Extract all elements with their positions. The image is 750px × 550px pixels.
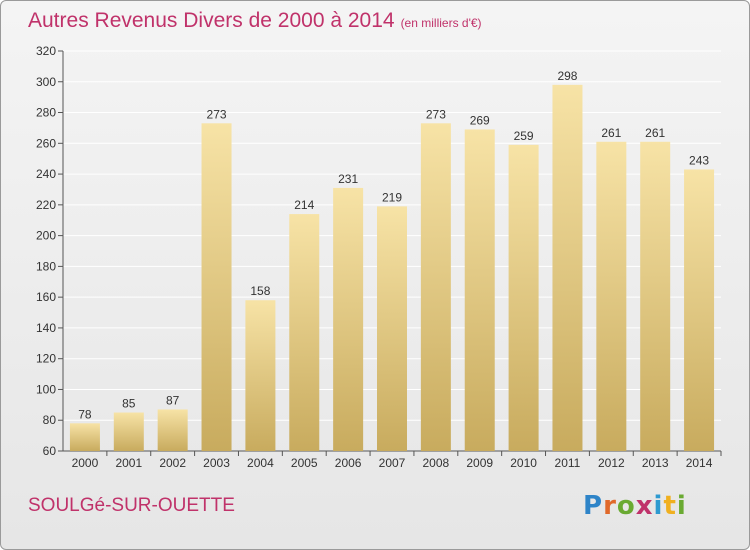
data-label: 273 [426, 107, 446, 121]
x-tick-label: 2009 [466, 456, 493, 470]
y-tick-label: 240 [36, 167, 56, 181]
data-label: 273 [207, 107, 227, 121]
commune-name: SOULGé-SUR-OUETTE [28, 495, 235, 516]
logo-letter-r: r [603, 491, 617, 521]
x-tick-label: 2000 [72, 456, 99, 470]
y-tick-label: 260 [36, 136, 56, 150]
logo-letter-i: i [653, 491, 664, 521]
y-tick-label: 100 [36, 382, 56, 396]
data-label: 219 [382, 190, 402, 204]
bar [640, 141, 671, 451]
bar [596, 141, 627, 451]
bar [464, 129, 495, 451]
y-tick-label: 140 [36, 321, 56, 335]
data-label: 78 [78, 407, 92, 421]
logo-letter-t: t [663, 491, 677, 521]
data-label: 243 [689, 153, 709, 167]
x-tick-label: 2010 [510, 456, 537, 470]
bar [201, 123, 232, 452]
x-tick-label: 2013 [642, 456, 669, 470]
x-tick-label: 2003 [203, 456, 230, 470]
x-tick-label: 2007 [379, 456, 406, 470]
x-tick-label: 2012 [598, 456, 625, 470]
y-tick-label: 180 [36, 259, 56, 273]
x-tick-label: 2001 [115, 456, 142, 470]
logo-letter-i2: i [676, 491, 687, 521]
logo-letter-x: x [635, 491, 654, 521]
bar [377, 206, 407, 451]
data-label: 85 [122, 397, 136, 411]
y-tick-label: 80 [43, 413, 57, 427]
x-tick-label: 2014 [686, 456, 713, 470]
y-tick-label: 60 [43, 444, 57, 458]
title-unit: (en milliers d'€) [400, 16, 482, 30]
data-label: 261 [601, 126, 621, 140]
data-label: 259 [514, 129, 534, 143]
data-label: 214 [294, 198, 314, 212]
bar [508, 144, 539, 451]
y-tick-label: 280 [36, 106, 56, 120]
x-tick-label: 2006 [335, 456, 362, 470]
y-tick-label: 120 [36, 352, 56, 366]
x-tick-label: 2011 [555, 456, 581, 470]
data-label: 269 [470, 113, 490, 127]
y-tick-label: 200 [36, 229, 56, 243]
x-tick-label: 2005 [291, 456, 318, 470]
proxiti-logo: Proxiti [583, 491, 687, 521]
x-tick-label: 2002 [159, 456, 186, 470]
bar [157, 409, 188, 451]
data-label: 298 [557, 69, 577, 83]
data-label: 158 [250, 284, 270, 298]
y-tick-label: 160 [36, 290, 56, 304]
y-tick-label: 300 [36, 75, 56, 89]
bar [684, 169, 715, 451]
y-tick-label: 320 [36, 44, 56, 58]
title-text: Autres Revenus Divers de 2000 à 2014 [28, 9, 395, 32]
logo-letter-o: o [616, 491, 636, 521]
bar [552, 84, 583, 451]
bar [69, 423, 100, 451]
bar [420, 123, 451, 452]
x-tick-label: 2008 [423, 456, 450, 470]
chart-title: Autres Revenus Divers de 2000 à 2014 (en … [28, 9, 482, 33]
data-label: 261 [645, 126, 665, 140]
logo-letter-p: P [583, 491, 604, 521]
y-tick-label: 220 [36, 198, 56, 212]
bar [245, 300, 276, 451]
bar [289, 214, 320, 451]
data-label: 87 [166, 393, 180, 407]
x-tick-label: 2004 [247, 456, 274, 470]
bar [333, 187, 364, 451]
data-label: 231 [338, 172, 358, 186]
bar [113, 412, 144, 451]
